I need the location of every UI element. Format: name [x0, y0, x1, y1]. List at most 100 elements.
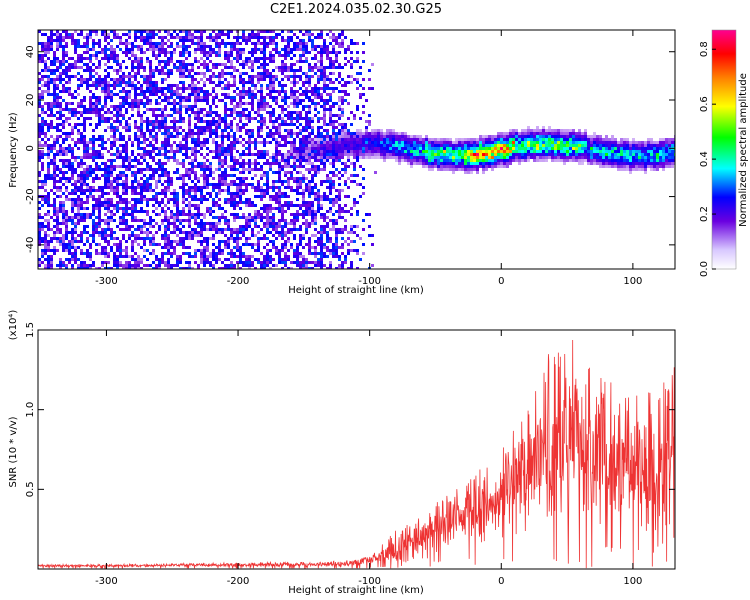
heatmap-cell	[338, 189, 341, 192]
heatmap-cell	[143, 174, 146, 177]
heatmap-cell	[236, 234, 239, 237]
heatmap-cell	[140, 114, 143, 117]
heatmap-cell	[110, 237, 113, 240]
heatmap-cell	[272, 108, 275, 111]
heatmap-cell	[227, 225, 230, 228]
heatmap-cell	[263, 195, 266, 198]
heatmap-cell	[323, 255, 326, 258]
heatmap-cell	[299, 138, 302, 141]
heatmap-cell	[314, 36, 317, 39]
heatmap-cell	[155, 84, 158, 87]
heatmap-cell	[86, 108, 89, 111]
heatmap-cell	[338, 51, 341, 54]
heatmap-cell	[203, 237, 206, 240]
heatmap-cell	[251, 90, 254, 93]
heatmap-cell	[284, 144, 287, 147]
heatmap-cell	[188, 132, 191, 135]
heatmap-cell	[335, 228, 338, 231]
heatmap-cell	[41, 198, 44, 201]
heatmap-cell	[335, 153, 338, 156]
heatmap-cell	[299, 267, 302, 269]
heatmap-cell	[200, 162, 203, 165]
heatmap-cell	[56, 126, 59, 129]
heatmap-cell	[89, 147, 92, 150]
heatmap-cell	[119, 66, 122, 69]
heatmap-cell	[203, 240, 206, 243]
heatmap-cell	[107, 234, 110, 237]
heatmap-cell	[203, 99, 206, 102]
heatmap-cell	[269, 42, 272, 45]
heatmap-cell	[245, 219, 248, 222]
heatmap-cell	[164, 36, 167, 39]
heatmap-cell	[239, 252, 242, 255]
heatmap-cell	[254, 219, 257, 222]
heatmap-cell	[251, 141, 254, 144]
heatmap-cell	[86, 165, 89, 168]
heatmap-cell	[176, 60, 179, 63]
heatmap-cell	[146, 30, 149, 33]
heatmap-cell	[47, 192, 50, 195]
heatmap-cell	[71, 198, 74, 201]
heatmap-cell	[149, 69, 152, 72]
heatmap-cell	[167, 228, 170, 231]
heatmap-cell	[116, 165, 119, 168]
heatmap-cell	[230, 129, 233, 132]
heatmap-cell	[41, 132, 44, 135]
heatmap-cell	[107, 165, 110, 168]
heatmap-cell	[146, 213, 149, 216]
heatmap-cell	[212, 249, 215, 252]
heatmap-cell	[146, 81, 149, 84]
heatmap-cell	[248, 102, 251, 105]
heatmap-cell	[194, 144, 197, 147]
heatmap-cell	[341, 96, 344, 99]
heatmap-cell	[53, 39, 56, 42]
heatmap-cell	[332, 171, 335, 174]
heatmap-cell	[215, 33, 218, 36]
heatmap-cell	[38, 42, 41, 45]
heatmap-cell	[152, 261, 155, 264]
heatmap-cell	[158, 159, 161, 162]
heatmap-cell	[218, 54, 221, 57]
heatmap-cell	[119, 219, 122, 222]
heatmap-cell	[296, 165, 299, 168]
heatmap-cell	[257, 168, 260, 171]
heatmap-cell	[188, 246, 191, 249]
heatmap-cell	[80, 78, 83, 81]
heatmap-cell	[116, 111, 119, 114]
heatmap-cell	[56, 87, 59, 90]
heatmap-cell	[212, 237, 215, 240]
heatmap-cell	[206, 165, 209, 168]
heatmap-cell	[53, 156, 56, 159]
heatmap-cell	[221, 30, 224, 33]
heatmap-cell	[167, 99, 170, 102]
heatmap-cell	[296, 48, 299, 51]
heatmap-cell	[287, 267, 290, 269]
heatmap-cell	[137, 267, 140, 269]
heatmap-cell	[62, 177, 65, 180]
heatmap-cell	[167, 267, 170, 269]
heatmap-cell	[305, 210, 308, 213]
heatmap-cell	[290, 102, 293, 105]
heatmap-cell	[170, 87, 173, 90]
heatmap-cell	[263, 60, 266, 63]
heatmap-cell	[110, 216, 113, 219]
heatmap-cell	[164, 141, 167, 144]
heatmap-cell	[188, 87, 191, 90]
heatmap-cell	[233, 42, 236, 45]
heatmap-cell	[125, 96, 128, 99]
heatmap-cell	[47, 195, 50, 198]
heatmap-cell	[62, 174, 65, 177]
heatmap-cell	[287, 231, 290, 234]
heatmap-cell	[320, 228, 323, 231]
heatmap-cell	[146, 201, 149, 204]
heatmap-cell	[191, 186, 194, 189]
heatmap-cell	[68, 36, 71, 39]
heatmap-cell	[320, 246, 323, 249]
heatmap-cell	[278, 84, 281, 87]
heatmap-cell	[236, 192, 239, 195]
heatmap-cell	[194, 249, 197, 252]
heatmap-cell	[326, 240, 329, 243]
heatmap-cell	[65, 219, 68, 222]
heatmap-cell	[140, 147, 143, 150]
